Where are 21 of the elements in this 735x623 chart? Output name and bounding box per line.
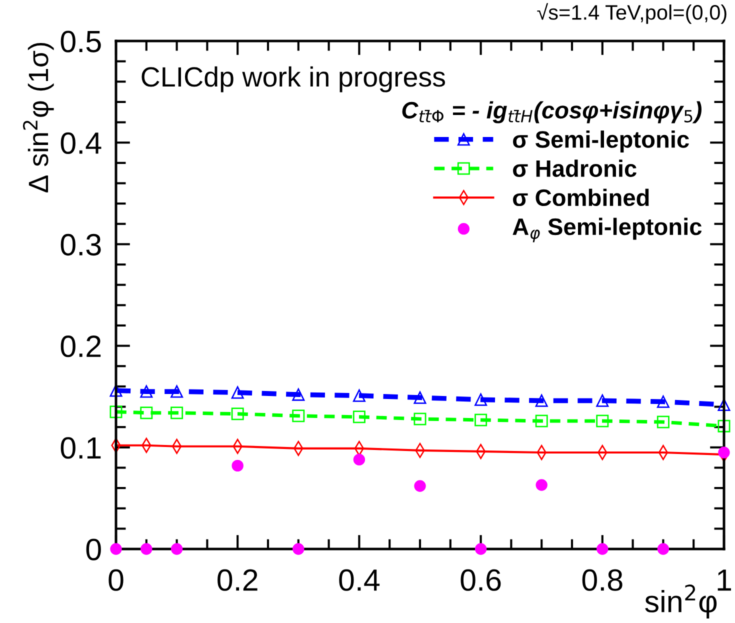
legend-label: A$_{φ}$ Semi-leptonic — [512, 218, 702, 242]
y-tick-label: 0.2 — [60, 336, 101, 358]
legend-title: C$_{tt̄Φ}$ = - ig$_{tt̄H}$(cosφ+isinφγ$_{5}$) — [402, 101, 702, 124]
legend-label: σ Hadronic — [513, 160, 636, 177]
annotation: CLICdp work in progress — [142, 66, 445, 92]
x-axis-title: sin$^{2}$φ — [645, 584, 717, 618]
x-tick-label: 0 — [108, 569, 124, 591]
y-tick-label: 0.3 — [60, 234, 101, 256]
x-tick-label: 0.4 — [339, 569, 380, 591]
y-tick-label: 0.5 — [60, 30, 101, 52]
y-tick-label: 0.1 — [60, 437, 101, 459]
y-axis-title: Δ sin$^{2}$φ (1σ) — [22, 42, 54, 192]
x-tick-label: 0.6 — [460, 569, 501, 591]
x-tick-label: 1 — [718, 570, 732, 591]
x-tick-label: 0.8 — [582, 569, 622, 591]
legend-label: σ Combined — [513, 188, 649, 206]
y-tick-label: 0.4 — [60, 132, 102, 154]
chart-title: √s=1.4 TeV,pol=(0,0) — [537, 3, 726, 24]
legend-label: σ Semi-leptonic — [513, 130, 689, 153]
x-tick-label: 0.2 — [218, 569, 258, 591]
y-tick-label: 0 — [86, 538, 101, 560]
